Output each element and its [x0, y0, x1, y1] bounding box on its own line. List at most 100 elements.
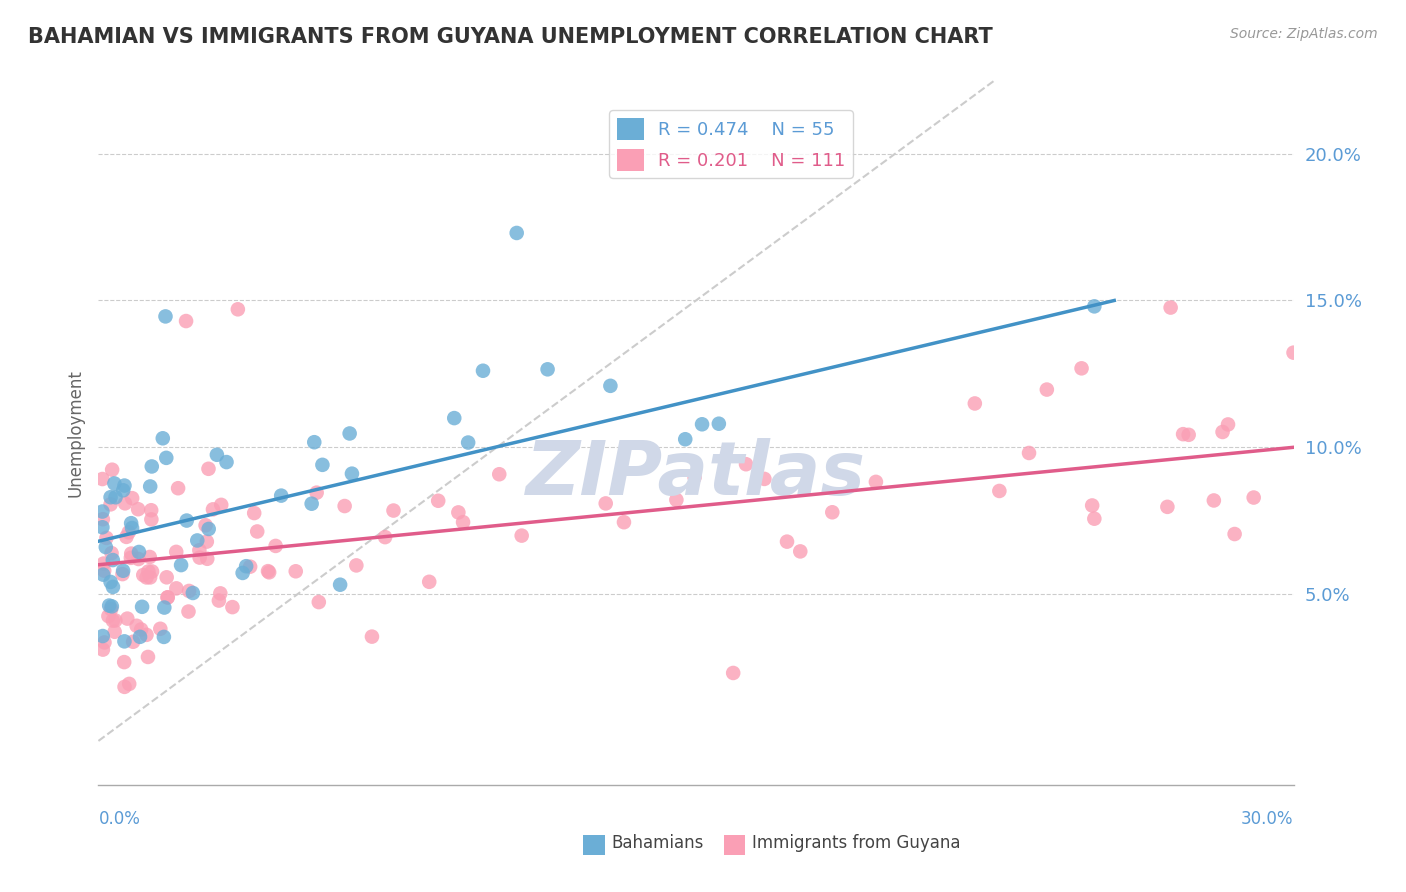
Point [128, 552, 150, 566]
Text: 30.0%: 30.0% [1241, 810, 1294, 828]
Point [155, 450, 177, 465]
Point [1160, 301, 1182, 315]
Point [1212, 425, 1234, 439]
Point [264, 539, 287, 553]
Point [132, 568, 155, 582]
Point [488, 467, 510, 482]
Point [776, 534, 799, 549]
Point [789, 544, 811, 558]
Text: 0.0%: 0.0% [98, 810, 141, 828]
Point [1036, 383, 1059, 397]
Point [221, 600, 243, 615]
Y-axis label: Unemployment: Unemployment [66, 368, 84, 497]
Point [181, 586, 204, 600]
Point [120, 516, 142, 531]
Text: ZIPatlas: ZIPatlas [526, 438, 866, 511]
Point [118, 525, 141, 540]
Point [308, 595, 330, 609]
Point [165, 545, 187, 559]
Point [239, 559, 262, 574]
Point [333, 499, 356, 513]
Point [98, 599, 121, 613]
Point [457, 435, 479, 450]
Point [1070, 361, 1092, 376]
Point [141, 565, 163, 579]
Point [188, 543, 211, 558]
Point [243, 506, 266, 520]
Point [139, 570, 162, 584]
Point [344, 558, 367, 573]
Text: Source: ZipAtlas.com: Source: ZipAtlas.com [1230, 27, 1378, 41]
Point [112, 564, 135, 578]
Point [1083, 299, 1105, 313]
Point [821, 505, 844, 519]
Point [120, 550, 142, 565]
Point [170, 558, 193, 573]
Point [135, 570, 157, 584]
Point [451, 515, 474, 529]
Point [599, 379, 621, 393]
Point [1018, 446, 1040, 460]
Point [510, 528, 533, 542]
Point [205, 448, 228, 462]
Point [361, 630, 384, 644]
Point [153, 630, 176, 644]
Point [141, 459, 163, 474]
Point [131, 599, 153, 614]
Point [114, 496, 136, 510]
Point [1177, 427, 1199, 442]
Text: BAHAMIAN VS IMMIGRANTS FROM GUYANA UNEMPLOYMENT CORRELATION CHART: BAHAMIAN VS IMMIGRANTS FROM GUYANA UNEMP… [28, 27, 993, 46]
Point [101, 463, 124, 477]
Point [1282, 345, 1305, 359]
Point [101, 580, 124, 594]
Point [209, 586, 232, 600]
Point [91, 567, 114, 582]
Point [156, 591, 179, 605]
Point [149, 622, 172, 636]
Point [91, 629, 114, 643]
Point [418, 574, 440, 589]
Point [1081, 499, 1104, 513]
Point [139, 549, 162, 564]
Point [235, 559, 257, 574]
Point [721, 665, 744, 680]
Point [1171, 427, 1194, 442]
Point [208, 593, 231, 607]
Point [195, 534, 218, 549]
Point [329, 578, 352, 592]
Point [93, 635, 115, 649]
Point [754, 472, 776, 486]
Point [215, 455, 238, 469]
Point [91, 472, 114, 486]
Point [115, 530, 138, 544]
Point [443, 411, 465, 425]
Point [104, 624, 127, 639]
Point [114, 478, 136, 492]
Point [735, 457, 758, 471]
Point [118, 677, 141, 691]
Point [156, 591, 179, 605]
Point [284, 564, 307, 578]
Point [100, 546, 122, 560]
Point [153, 600, 176, 615]
Point [232, 566, 254, 580]
Point [100, 497, 122, 511]
Point [122, 634, 145, 648]
Point [257, 564, 280, 578]
Point [226, 302, 249, 317]
Point [177, 605, 200, 619]
Point [91, 512, 114, 526]
Point [91, 642, 114, 657]
Point [94, 540, 117, 554]
Point [167, 481, 190, 495]
Point [209, 498, 232, 512]
Point [683, 470, 706, 484]
Point [246, 524, 269, 539]
Point [1156, 500, 1178, 514]
Point [311, 458, 333, 472]
Point [125, 619, 148, 633]
Point [305, 485, 328, 500]
Point [139, 479, 162, 493]
Point [186, 533, 208, 548]
Point [1083, 511, 1105, 525]
